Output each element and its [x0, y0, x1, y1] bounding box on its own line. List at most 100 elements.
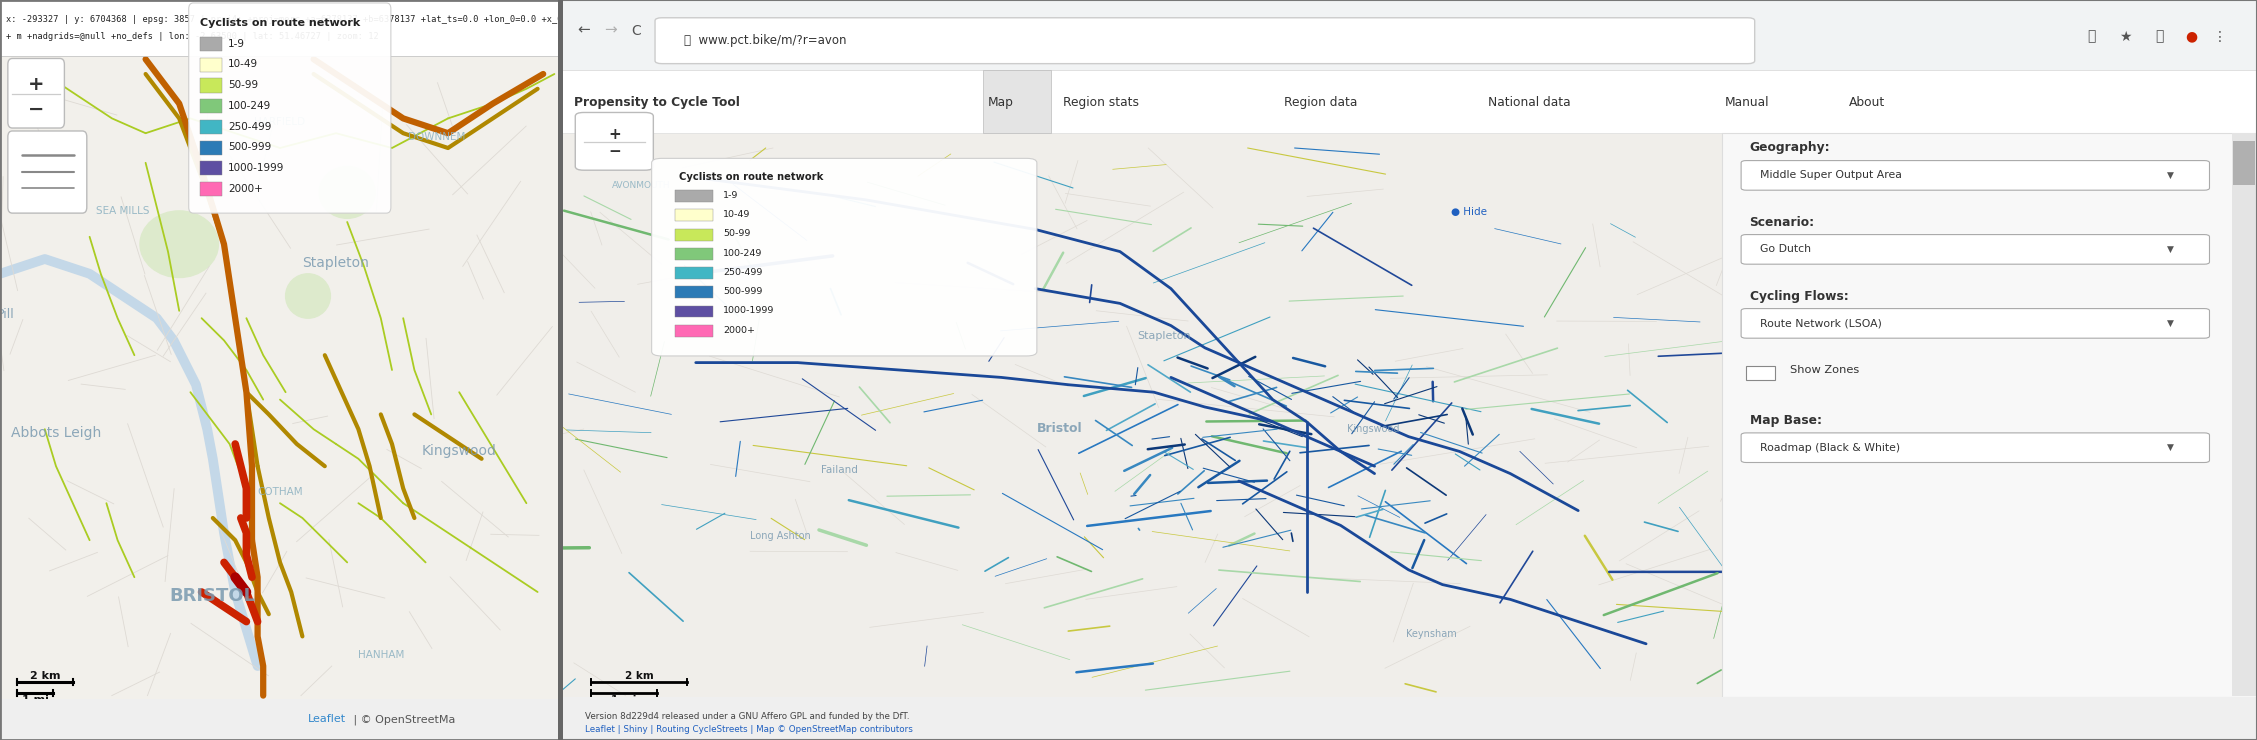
Text: Propensity to Cycle Tool: Propensity to Cycle Tool: [573, 95, 740, 109]
Text: Region data: Region data: [1284, 95, 1356, 109]
Text: 250-499: 250-499: [722, 268, 763, 277]
Text: +: +: [27, 75, 45, 94]
Text: 2 km: 2 km: [625, 671, 652, 682]
Text: Map: Map: [989, 95, 1013, 109]
Text: 1-9: 1-9: [228, 38, 246, 49]
Ellipse shape: [140, 211, 219, 278]
Text: 1-9: 1-9: [722, 191, 738, 200]
Text: Leaflet | Shiny | Routing CycleStreets | Map © OpenStreetMap contributors: Leaflet | Shiny | Routing CycleStreets |…: [585, 725, 914, 734]
Text: 1000-1999: 1000-1999: [722, 306, 774, 315]
Bar: [675, 248, 713, 260]
Bar: [560, 0, 2257, 70]
Text: ● Hide: ● Hide: [1451, 206, 1487, 217]
Bar: [0, 699, 560, 740]
Text: 10-49: 10-49: [722, 210, 749, 219]
Text: Leaflet: Leaflet: [307, 714, 345, 724]
Text: About: About: [1848, 95, 1885, 109]
Text: 2000+: 2000+: [722, 326, 754, 334]
Ellipse shape: [318, 166, 375, 218]
Text: Stapleton: Stapleton: [302, 256, 370, 269]
Bar: [2232, 133, 2257, 696]
Text: Version 8d229d4 released under a GNU Affero GPL and funded by the DfT.: Version 8d229d4 released under a GNU Aff…: [585, 712, 910, 721]
Text: Route Network (LSOA): Route Network (LSOA): [1760, 318, 1882, 329]
Text: ▼: ▼: [2167, 171, 2173, 180]
Text: Bristol: Bristol: [1036, 423, 1083, 435]
Bar: [201, 78, 223, 92]
Text: 1000-1999: 1000-1999: [228, 163, 284, 173]
Bar: [560, 70, 2257, 133]
Bar: [201, 161, 223, 175]
Bar: [2232, 141, 2255, 185]
Bar: [675, 229, 713, 240]
Text: ⋮: ⋮: [2212, 30, 2228, 44]
Text: ←: ←: [578, 23, 589, 38]
Text: +: +: [607, 127, 621, 142]
Text: Long Ashton: Long Ashton: [752, 531, 810, 540]
Text: Go Dutch: Go Dutch: [1760, 244, 1810, 255]
Bar: [1747, 366, 1774, 380]
FancyBboxPatch shape: [7, 58, 65, 128]
FancyBboxPatch shape: [655, 18, 1754, 64]
Text: 250-499: 250-499: [228, 121, 271, 132]
Text: ▼: ▼: [2167, 319, 2173, 328]
FancyBboxPatch shape: [190, 3, 390, 213]
FancyBboxPatch shape: [1740, 235, 2210, 264]
FancyBboxPatch shape: [7, 131, 86, 213]
FancyBboxPatch shape: [1740, 161, 2210, 190]
FancyBboxPatch shape: [576, 112, 652, 170]
Text: 👤: 👤: [2155, 30, 2164, 44]
Text: 100-249: 100-249: [228, 101, 271, 111]
Bar: [675, 286, 713, 298]
Ellipse shape: [287, 274, 330, 318]
Text: Middle Super Output Area: Middle Super Output Area: [1760, 170, 1903, 181]
Bar: [675, 306, 713, 317]
Bar: [1722, 133, 2257, 697]
FancyBboxPatch shape: [1740, 433, 2210, 462]
Text: ⌕: ⌕: [2088, 30, 2097, 44]
Text: 10-49: 10-49: [228, 59, 257, 70]
Text: 2000+: 2000+: [228, 184, 262, 194]
Text: Manual: Manual: [1724, 95, 1769, 109]
Text: DOWNNEM: DOWNNEM: [409, 132, 465, 142]
Text: 100-249: 100-249: [722, 249, 763, 258]
Bar: [675, 209, 713, 221]
Text: −: −: [607, 144, 621, 159]
Text: C: C: [632, 24, 641, 38]
Bar: [560, 133, 1722, 697]
Text: x: -293327 | y: 6704368 | epsg: 3857 | proj4: +proj=merc +a=6378137 +b=6378137 +: x: -293327 | y: 6704368 | epsg: 3857 | p…: [5, 15, 594, 24]
Text: ⓘ  www.pct.bike/m/?r=avon: ⓘ www.pct.bike/m/?r=avon: [684, 34, 846, 47]
Bar: [675, 325, 713, 337]
Text: Pill: Pill: [0, 308, 14, 321]
Text: SEA MILLS: SEA MILLS: [97, 206, 149, 216]
Text: Geography:: Geography:: [1749, 141, 1830, 155]
Bar: [201, 99, 223, 113]
Text: 50-99: 50-99: [722, 229, 749, 238]
Bar: [675, 267, 713, 279]
Text: ▼: ▼: [2167, 245, 2173, 254]
Bar: [560, 697, 2257, 740]
FancyBboxPatch shape: [1740, 309, 2210, 338]
Bar: [201, 120, 223, 134]
Bar: [201, 37, 223, 51]
Text: ▼: ▼: [2167, 443, 2173, 452]
Text: National data: National data: [1487, 95, 1571, 109]
Text: Kingswood: Kingswood: [1347, 424, 1399, 434]
Bar: [0, 56, 560, 699]
Text: HARFIELD: HARFIELD: [255, 117, 305, 127]
Text: −: −: [27, 100, 45, 119]
Bar: [675, 190, 713, 202]
Text: →: →: [605, 23, 616, 38]
Text: Keynsham: Keynsham: [1406, 629, 1458, 639]
Text: Stapleton: Stapleton: [1138, 331, 1192, 340]
Text: 1 mi: 1 mi: [23, 695, 47, 705]
Text: ●: ●: [2185, 30, 2198, 44]
Bar: [201, 182, 223, 196]
Text: BRISTOL: BRISTOL: [169, 587, 255, 605]
Text: Roadmap (Black & White): Roadmap (Black & White): [1760, 443, 1900, 453]
Text: Failand: Failand: [822, 465, 858, 475]
Bar: [0, 0, 560, 56]
Text: 2 km: 2 km: [29, 671, 61, 682]
Text: Region stats: Region stats: [1063, 95, 1140, 109]
Text: Cycling Flows:: Cycling Flows:: [1749, 289, 1848, 303]
Text: Cyclists on route network: Cyclists on route network: [679, 172, 824, 182]
